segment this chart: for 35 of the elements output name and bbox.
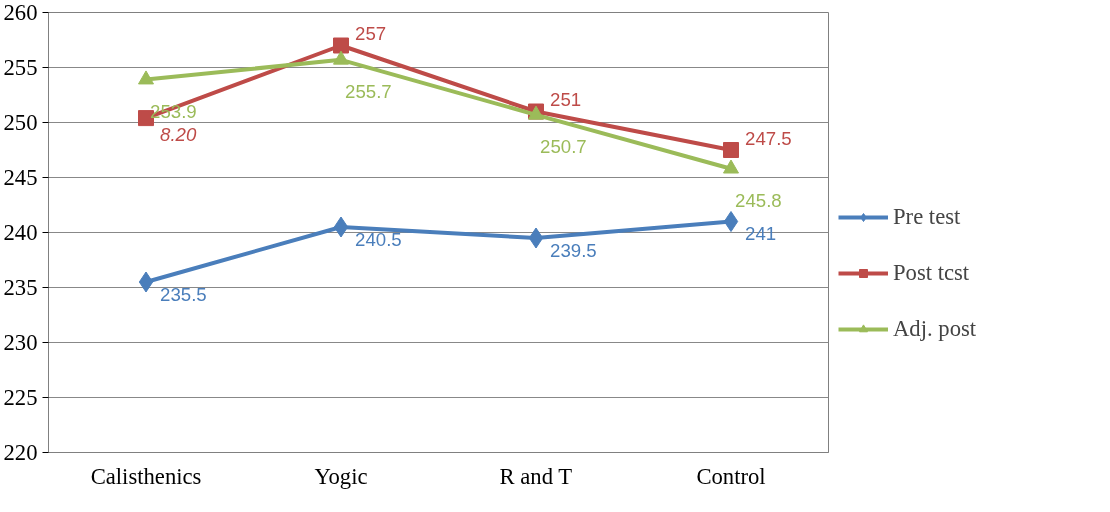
y-tick-label: 230 — [3, 330, 38, 355]
data-label: 240.5 — [355, 228, 402, 250]
annotation: 8.20 — [160, 123, 197, 145]
point — [138, 271, 154, 293]
legend-label: Adj. post — [893, 316, 978, 342]
data-label: 247.5 — [745, 127, 792, 149]
data-label: 255.7 — [345, 81, 392, 103]
data-label: 235.5 — [160, 283, 207, 305]
point — [723, 211, 739, 232]
legend-label: Post tcst — [893, 260, 971, 286]
point — [723, 142, 739, 158]
x-tick-label: R and T — [499, 463, 573, 489]
y-tick-label: 255 — [3, 55, 38, 80]
x-tick-label: Yogic — [314, 463, 368, 489]
y-tick-label: 250 — [3, 110, 38, 135]
y-tick-label: 260 — [3, 0, 38, 25]
y-tick-label: 245 — [3, 165, 38, 190]
x-tick-label: Control — [696, 463, 766, 489]
x-tick-label: Calisthenics — [90, 463, 202, 489]
y-tick-label: 220 — [3, 440, 38, 465]
point — [723, 159, 739, 174]
data-label: 245.8 — [735, 190, 782, 212]
point — [333, 216, 349, 238]
point — [333, 50, 349, 65]
data-label: 257 — [355, 23, 387, 44]
point — [138, 70, 154, 85]
data-label: 251 — [550, 89, 582, 110]
y-tick-label: 225 — [3, 385, 38, 410]
y-tick-label: 235 — [3, 275, 38, 300]
point — [528, 227, 544, 249]
point — [333, 37, 349, 54]
legend-label: Pre test — [893, 204, 962, 230]
data-label: 250.7 — [540, 136, 587, 158]
data-label: 239.5 — [550, 239, 597, 261]
y-tick-label: 240 — [3, 220, 38, 245]
